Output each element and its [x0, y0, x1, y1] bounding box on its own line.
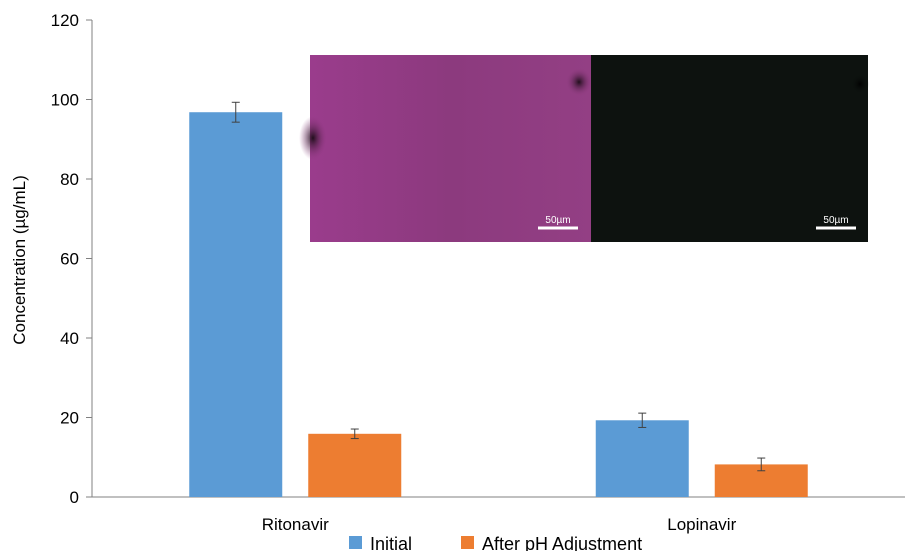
bars	[189, 112, 808, 497]
legend-item: Initial	[349, 534, 412, 551]
error-bar	[638, 412, 647, 428]
error-bar	[350, 428, 359, 440]
category-label: Lopinavir	[667, 515, 736, 534]
bar-lopinavir-0	[595, 420, 689, 497]
error-bar	[757, 457, 766, 472]
micrograph-right	[591, 55, 868, 242]
y-tick-label: 60	[60, 250, 79, 269]
bar-ritonavir-0	[189, 112, 283, 497]
bar-ritonavir-1	[308, 433, 402, 497]
scale-bar-label-right: 50µm	[823, 215, 848, 226]
legend: Initial After pH Adjustment	[349, 534, 642, 551]
legend-label: Initial	[370, 534, 412, 551]
category-label: Ritonavir	[262, 515, 329, 534]
legend-label: After pH Adjustment	[482, 534, 642, 551]
error-bars	[231, 101, 766, 472]
y-tick-label: 100	[51, 91, 79, 110]
legend-swatch	[461, 536, 474, 549]
scale-bar-label-left: 50µm	[545, 215, 570, 226]
y-tick-label: 80	[60, 170, 79, 189]
y-axis-title: Concentration (µg/mL)	[10, 175, 29, 344]
error-bar	[231, 101, 240, 123]
y-axis: 0 20 40 60 80 100 120	[51, 11, 93, 507]
y-tick-label: 20	[60, 409, 79, 428]
category-labels: Ritonavir Lopinavir	[262, 515, 737, 534]
y-tick-label: 40	[60, 329, 79, 348]
micrograph-left	[310, 55, 591, 242]
y-tick-label: 0	[70, 488, 79, 507]
y-tick-label: 120	[51, 11, 79, 30]
inset-micrographs: 50µm 50µm	[299, 55, 869, 242]
legend-swatch	[349, 536, 362, 549]
legend-item: After pH Adjustment	[461, 534, 642, 551]
